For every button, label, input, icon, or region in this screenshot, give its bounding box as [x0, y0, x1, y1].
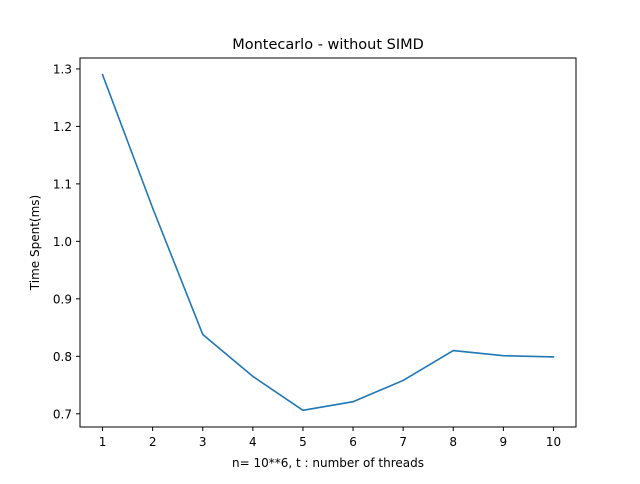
x-tick-label: 8	[449, 435, 457, 449]
y-axis-ticks: 0.7 0.8 0.9 1.0 1.1 1.2 1.3	[53, 62, 80, 421]
y-tick-label: 0.8	[53, 350, 72, 364]
x-tick-label: 1	[99, 435, 107, 449]
series-layer	[101, 73, 555, 412]
y-axis-label: Time Spent(ms)	[28, 195, 42, 291]
y-tick-label: 1.1	[53, 177, 72, 191]
y-tick-label: 1.2	[53, 120, 72, 134]
x-axis-label: n= 10**6, t : number of threads	[232, 456, 424, 470]
x-tick-label: 5	[299, 435, 307, 449]
y-tick-label: 0.9	[53, 292, 72, 306]
y-tick-label: 0.7	[53, 407, 72, 421]
y-tick-label: 1.0	[53, 235, 72, 249]
x-tick-label: 10	[546, 435, 561, 449]
y-tick-label: 1.3	[53, 62, 72, 76]
x-tick-label: 3	[199, 435, 207, 449]
chart-title: Montecarlo - without SIMD	[232, 37, 424, 53]
plot-area: 1 2 3 4 5 6 7 8 9 10 0.7 0.8 0.9 1.0 1.1 1.2 1.3	[53, 57, 577, 449]
axes-frame	[79, 57, 577, 428]
x-tick-label: 2	[149, 435, 157, 449]
x-tick-label: 9	[500, 435, 508, 449]
x-tick-label: 4	[249, 435, 257, 449]
x-tick-label: 6	[349, 435, 357, 449]
x-tick-label: 7	[399, 435, 407, 449]
series-line	[101, 73, 555, 412]
x-axis-ticks: 1 2 3 4 5 6 7 8 9 10	[99, 427, 561, 449]
